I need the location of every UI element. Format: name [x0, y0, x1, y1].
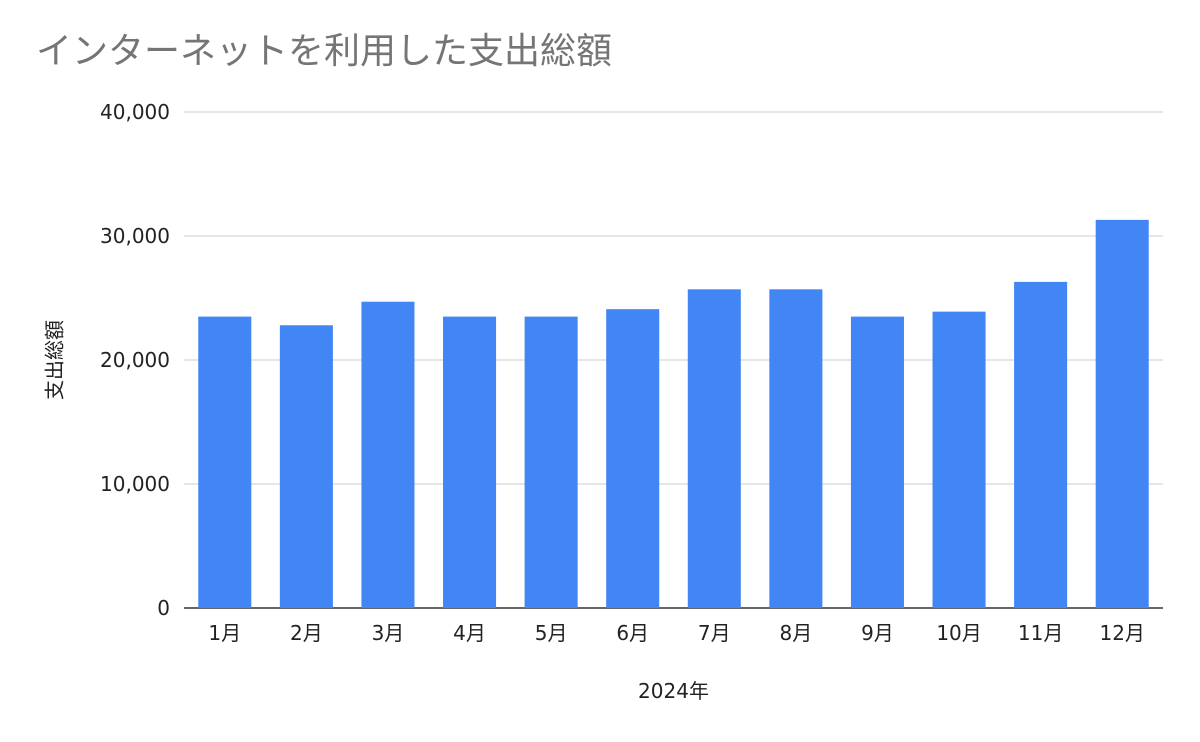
bar [361, 301, 415, 608]
x-tick-label: 3月 [372, 621, 405, 645]
x-axis-ticks: 1月 2月 3月 4月 5月 6月 7月 8月 9月 10月 11月 12月 [208, 621, 1145, 645]
x-tick-label: 4月 [453, 621, 486, 645]
bar [1095, 219, 1149, 608]
chart-title: インターネットを利用した支出総額 [36, 31, 613, 72]
bar [687, 289, 741, 608]
x-tick-label: 10月 [936, 621, 981, 645]
y-axis-title: 支出総額 [43, 320, 67, 400]
bar [769, 289, 823, 608]
bar [524, 316, 578, 608]
bar [1014, 281, 1068, 608]
x-tick-label: 8月 [780, 621, 813, 645]
x-tick-label: 12月 [1099, 621, 1144, 645]
x-tick-label: 11月 [1018, 621, 1063, 645]
bar [932, 311, 986, 608]
bar [850, 316, 904, 608]
x-tick-label: 7月 [698, 621, 731, 645]
x-tick-label: 9月 [861, 621, 894, 645]
bar [279, 325, 333, 608]
x-tick-label: 5月 [535, 621, 568, 645]
bars [198, 219, 1149, 608]
x-tick-label: 2月 [290, 621, 323, 645]
bar [198, 316, 252, 608]
x-tick-label: 6月 [616, 621, 649, 645]
x-axis-title: 2024年 [638, 679, 709, 703]
x-tick-label: 1月 [208, 621, 241, 645]
y-tick-label: 0 [157, 596, 170, 620]
y-tick-label: 20,000 [100, 348, 170, 372]
gridlines [184, 111, 1163, 609]
bar [443, 316, 497, 608]
bar [606, 309, 660, 608]
y-axis-ticks: 0 10,000 20,000 30,000 40,000 [100, 100, 170, 620]
y-tick-label: 40,000 [100, 100, 170, 124]
y-tick-label: 10,000 [100, 472, 170, 496]
y-tick-label: 30,000 [100, 224, 170, 248]
